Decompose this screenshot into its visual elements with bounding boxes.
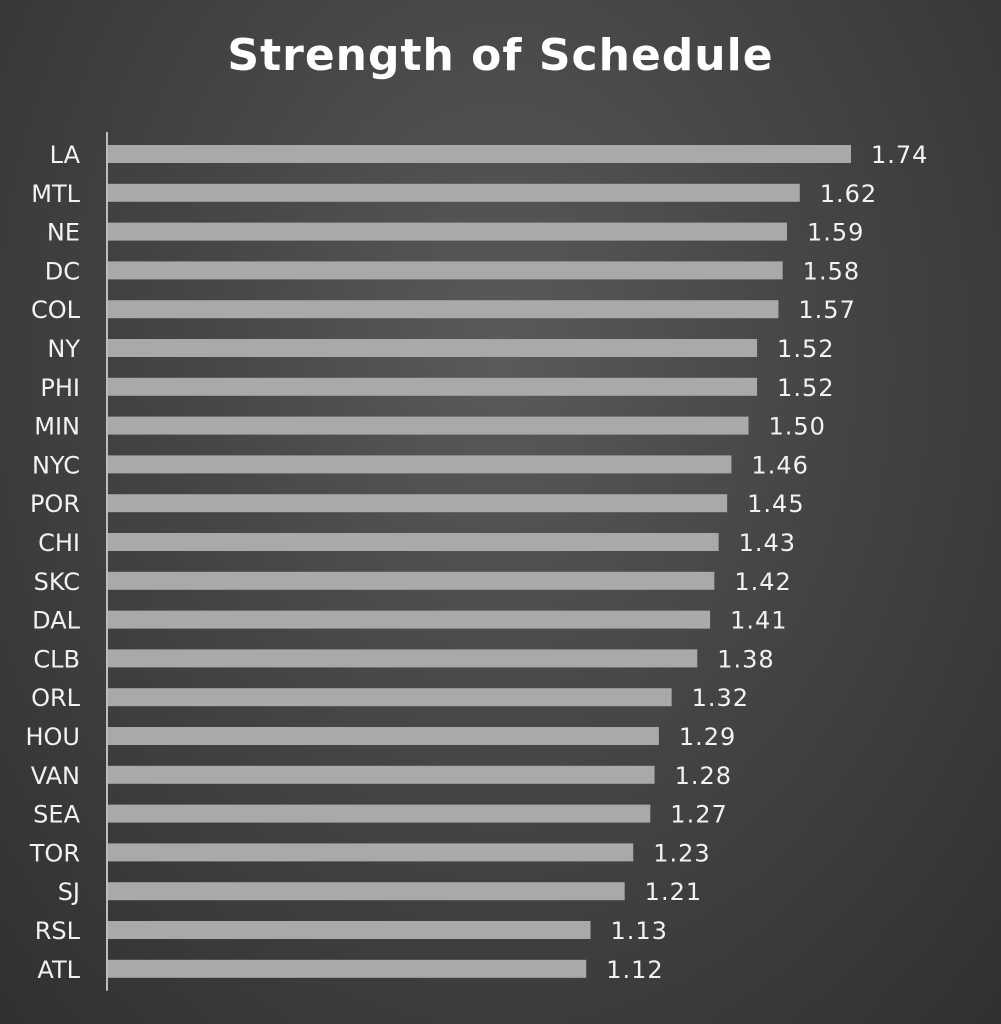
category-label: MIN [34, 413, 80, 441]
bar [108, 649, 698, 668]
bar [108, 610, 711, 629]
bar [108, 416, 749, 435]
value-label: 1.52 [777, 374, 834, 402]
bar [108, 882, 625, 901]
bar [108, 300, 779, 319]
category-label: COL [31, 296, 81, 324]
category-label: MTL [31, 180, 80, 208]
bar [108, 145, 851, 163]
bar [108, 921, 591, 939]
value-label: 1.43 [739, 529, 796, 557]
category-label: LA [50, 141, 81, 169]
value-label: 1.62 [820, 180, 877, 208]
value-label: 1.50 [769, 413, 826, 441]
category-label: NE [47, 219, 80, 247]
value-label: 1.46 [751, 451, 808, 479]
bar [108, 533, 719, 551]
category-label: ATL [37, 956, 80, 984]
category-label: SEA [33, 801, 80, 829]
bar [108, 261, 783, 280]
value-label: 1.58 [803, 257, 860, 285]
value-label: 1.23 [653, 839, 710, 867]
category-label: RSL [35, 917, 81, 945]
bar [108, 959, 587, 978]
category-label: NY [47, 335, 80, 363]
category-label: CLB [33, 645, 80, 673]
bar [108, 765, 655, 784]
category-label: DC [45, 257, 80, 285]
category-label: NYC [32, 451, 80, 479]
chart-title: Strength of Schedule [227, 30, 774, 81]
category-label: TOR [29, 839, 80, 867]
bar [108, 688, 672, 707]
value-label: 1.21 [645, 878, 702, 906]
value-label: 1.41 [730, 607, 787, 635]
bar [108, 804, 651, 823]
category-label: HOU [25, 723, 80, 751]
value-label: 1.74 [871, 141, 928, 169]
bar [108, 455, 732, 474]
category-label: SKC [34, 568, 80, 596]
category-label: DAL [32, 607, 80, 635]
category-label: POR [30, 490, 80, 518]
bar [108, 571, 715, 590]
value-label: 1.28 [675, 762, 732, 790]
bar [108, 222, 787, 241]
bar [108, 494, 728, 513]
value-label: 1.27 [670, 801, 727, 829]
bar [108, 183, 800, 202]
category-label: SJ [58, 878, 80, 906]
value-label: 1.12 [606, 956, 663, 984]
value-label: 1.45 [747, 490, 804, 518]
bar [108, 727, 659, 745]
bar [108, 339, 758, 357]
category-label: VAN [31, 762, 80, 790]
category-label: CHI [38, 529, 80, 557]
bar [108, 377, 758, 396]
value-label: 1.38 [717, 645, 774, 673]
category-label: PHI [40, 374, 80, 402]
value-label: 1.59 [807, 219, 864, 247]
category-label: ORL [31, 684, 81, 712]
value-label: 1.52 [777, 335, 834, 363]
value-label: 1.42 [734, 568, 791, 596]
value-label: 1.32 [692, 684, 749, 712]
value-label: 1.29 [679, 723, 736, 751]
bar [108, 843, 634, 862]
value-label: 1.57 [798, 296, 855, 324]
value-label: 1.13 [611, 917, 668, 945]
